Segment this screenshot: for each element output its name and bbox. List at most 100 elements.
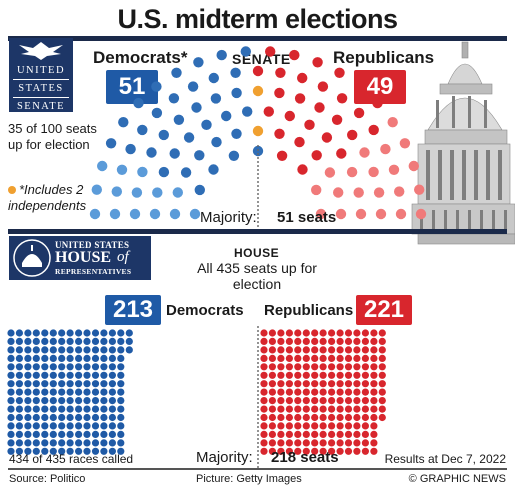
senate-seat-democrat [221,110,232,122]
house-seat-republican [378,337,386,345]
house-seat-democrat [41,413,49,422]
house-seat-democrat [32,329,40,337]
house-seat-democrat [83,337,91,345]
house-seat-republican [260,380,268,388]
house-seat-democrat [75,422,83,430]
house-seat-republican [353,405,361,413]
house-seat-republican [277,413,285,422]
house-seat-democrat [7,413,15,422]
house-seat-democrat [75,397,83,405]
house-seat-democrat [24,397,32,405]
senate-logo-line: SENATE [16,101,66,112]
house-seat-republican [370,439,378,447]
senate-seat-democrat [230,67,241,79]
house-seat-republican [353,363,361,371]
house-seat-democrat [41,346,49,354]
house-seat-republican [302,346,310,354]
house-seat-democrat [15,439,23,447]
house-seat-democrat [49,371,57,379]
house-seat-democrat [91,430,100,438]
senate-seat-democrat [169,148,180,159]
eagle-icon [19,42,63,60]
house-seat-republican [353,371,361,379]
senate-seat-democrat [208,164,219,175]
house-seat-republican [277,430,285,438]
house-seat-republican [319,413,327,422]
house-seat-republican [260,439,268,447]
house-seat-republican [328,447,336,455]
house-seat-republican [336,337,344,345]
house-seat-democrat [100,346,108,354]
house-seat-republican [361,430,369,438]
house-seat-democrat [32,397,40,405]
house-seat-democrat [24,388,32,396]
house-seat-republican [302,380,310,388]
house-seat-democrat [24,363,32,371]
house-seat-democrat [91,397,100,405]
house-seat-democrat [58,422,66,430]
house-seat-republican [268,397,276,405]
house-seat-republican [294,397,302,405]
house-seat-democrat [108,354,116,362]
house-seat-republican [294,413,302,422]
house-seat-republican [328,388,336,396]
house-seat-democrat [24,329,32,337]
senate-seat-republican [373,187,385,198]
house-seat-republican [268,447,276,455]
house-seat-democrat [7,422,15,430]
house-seat-republican [344,447,353,455]
house-seat-republican [285,439,293,447]
house-seat-democrat [49,363,57,371]
house-seat-republican [344,337,353,345]
senate-seat-republican [399,138,411,149]
senate-seat-republican [368,124,379,136]
house-seat-democrat [91,405,100,413]
senate-seat-republican [353,187,364,198]
house-seat-democrat [58,380,66,388]
senate-seat-republican [375,208,387,220]
house-seat-republican [319,380,327,388]
house-seat-democrat [117,413,125,422]
house-seat-republican [277,422,285,430]
senate-seat-republican [294,136,305,148]
house-seat-republican [361,439,369,447]
house-seat-republican [294,447,302,455]
senate-seat-republican [353,107,365,119]
house-seat-republican [344,397,353,405]
house-seat-republican [260,405,268,413]
house-seat-republican [285,380,293,388]
house-seat-republican [268,354,276,362]
house-seat-democrat [100,388,108,396]
house-seat-republican [336,346,344,354]
house-seat-democrat [58,337,66,345]
house-seat-republican [260,413,268,422]
house-seat-republican [294,439,302,447]
house-seat-republican [361,371,369,379]
house-seat-republican [353,354,361,362]
house-seat-democrat [49,329,57,337]
house-seat-democrat [32,413,40,422]
house-seat-democrat [100,363,108,371]
house-seat-democrat [91,354,100,362]
house-seat-republican [260,430,268,438]
house-seat-republican [378,397,386,405]
house-logo: UNITED STATES HOUSE of REPRESENTATIVES [9,236,151,280]
house-seat-democrat [108,405,116,413]
house-seat-republican [344,439,353,447]
house-seat-democrat [83,329,91,337]
house-seat-democrat [100,439,108,447]
house-seat-republican [268,405,276,413]
house-seat-democrat [75,413,83,422]
house-seat-democrat [58,329,66,337]
house-seat-democrat [7,405,15,413]
house-seat-republican [361,354,369,362]
house-seat-democrat [108,422,116,430]
house-seat-republican [277,405,285,413]
house-seat-republican [311,430,319,438]
house-seat-republican [328,363,336,371]
house-seat-republican [294,430,302,438]
house-seat-republican [302,439,310,447]
house-seat-republican [344,413,353,422]
senate-seat-democrat [116,164,128,175]
house-seat-democrat [100,371,108,379]
